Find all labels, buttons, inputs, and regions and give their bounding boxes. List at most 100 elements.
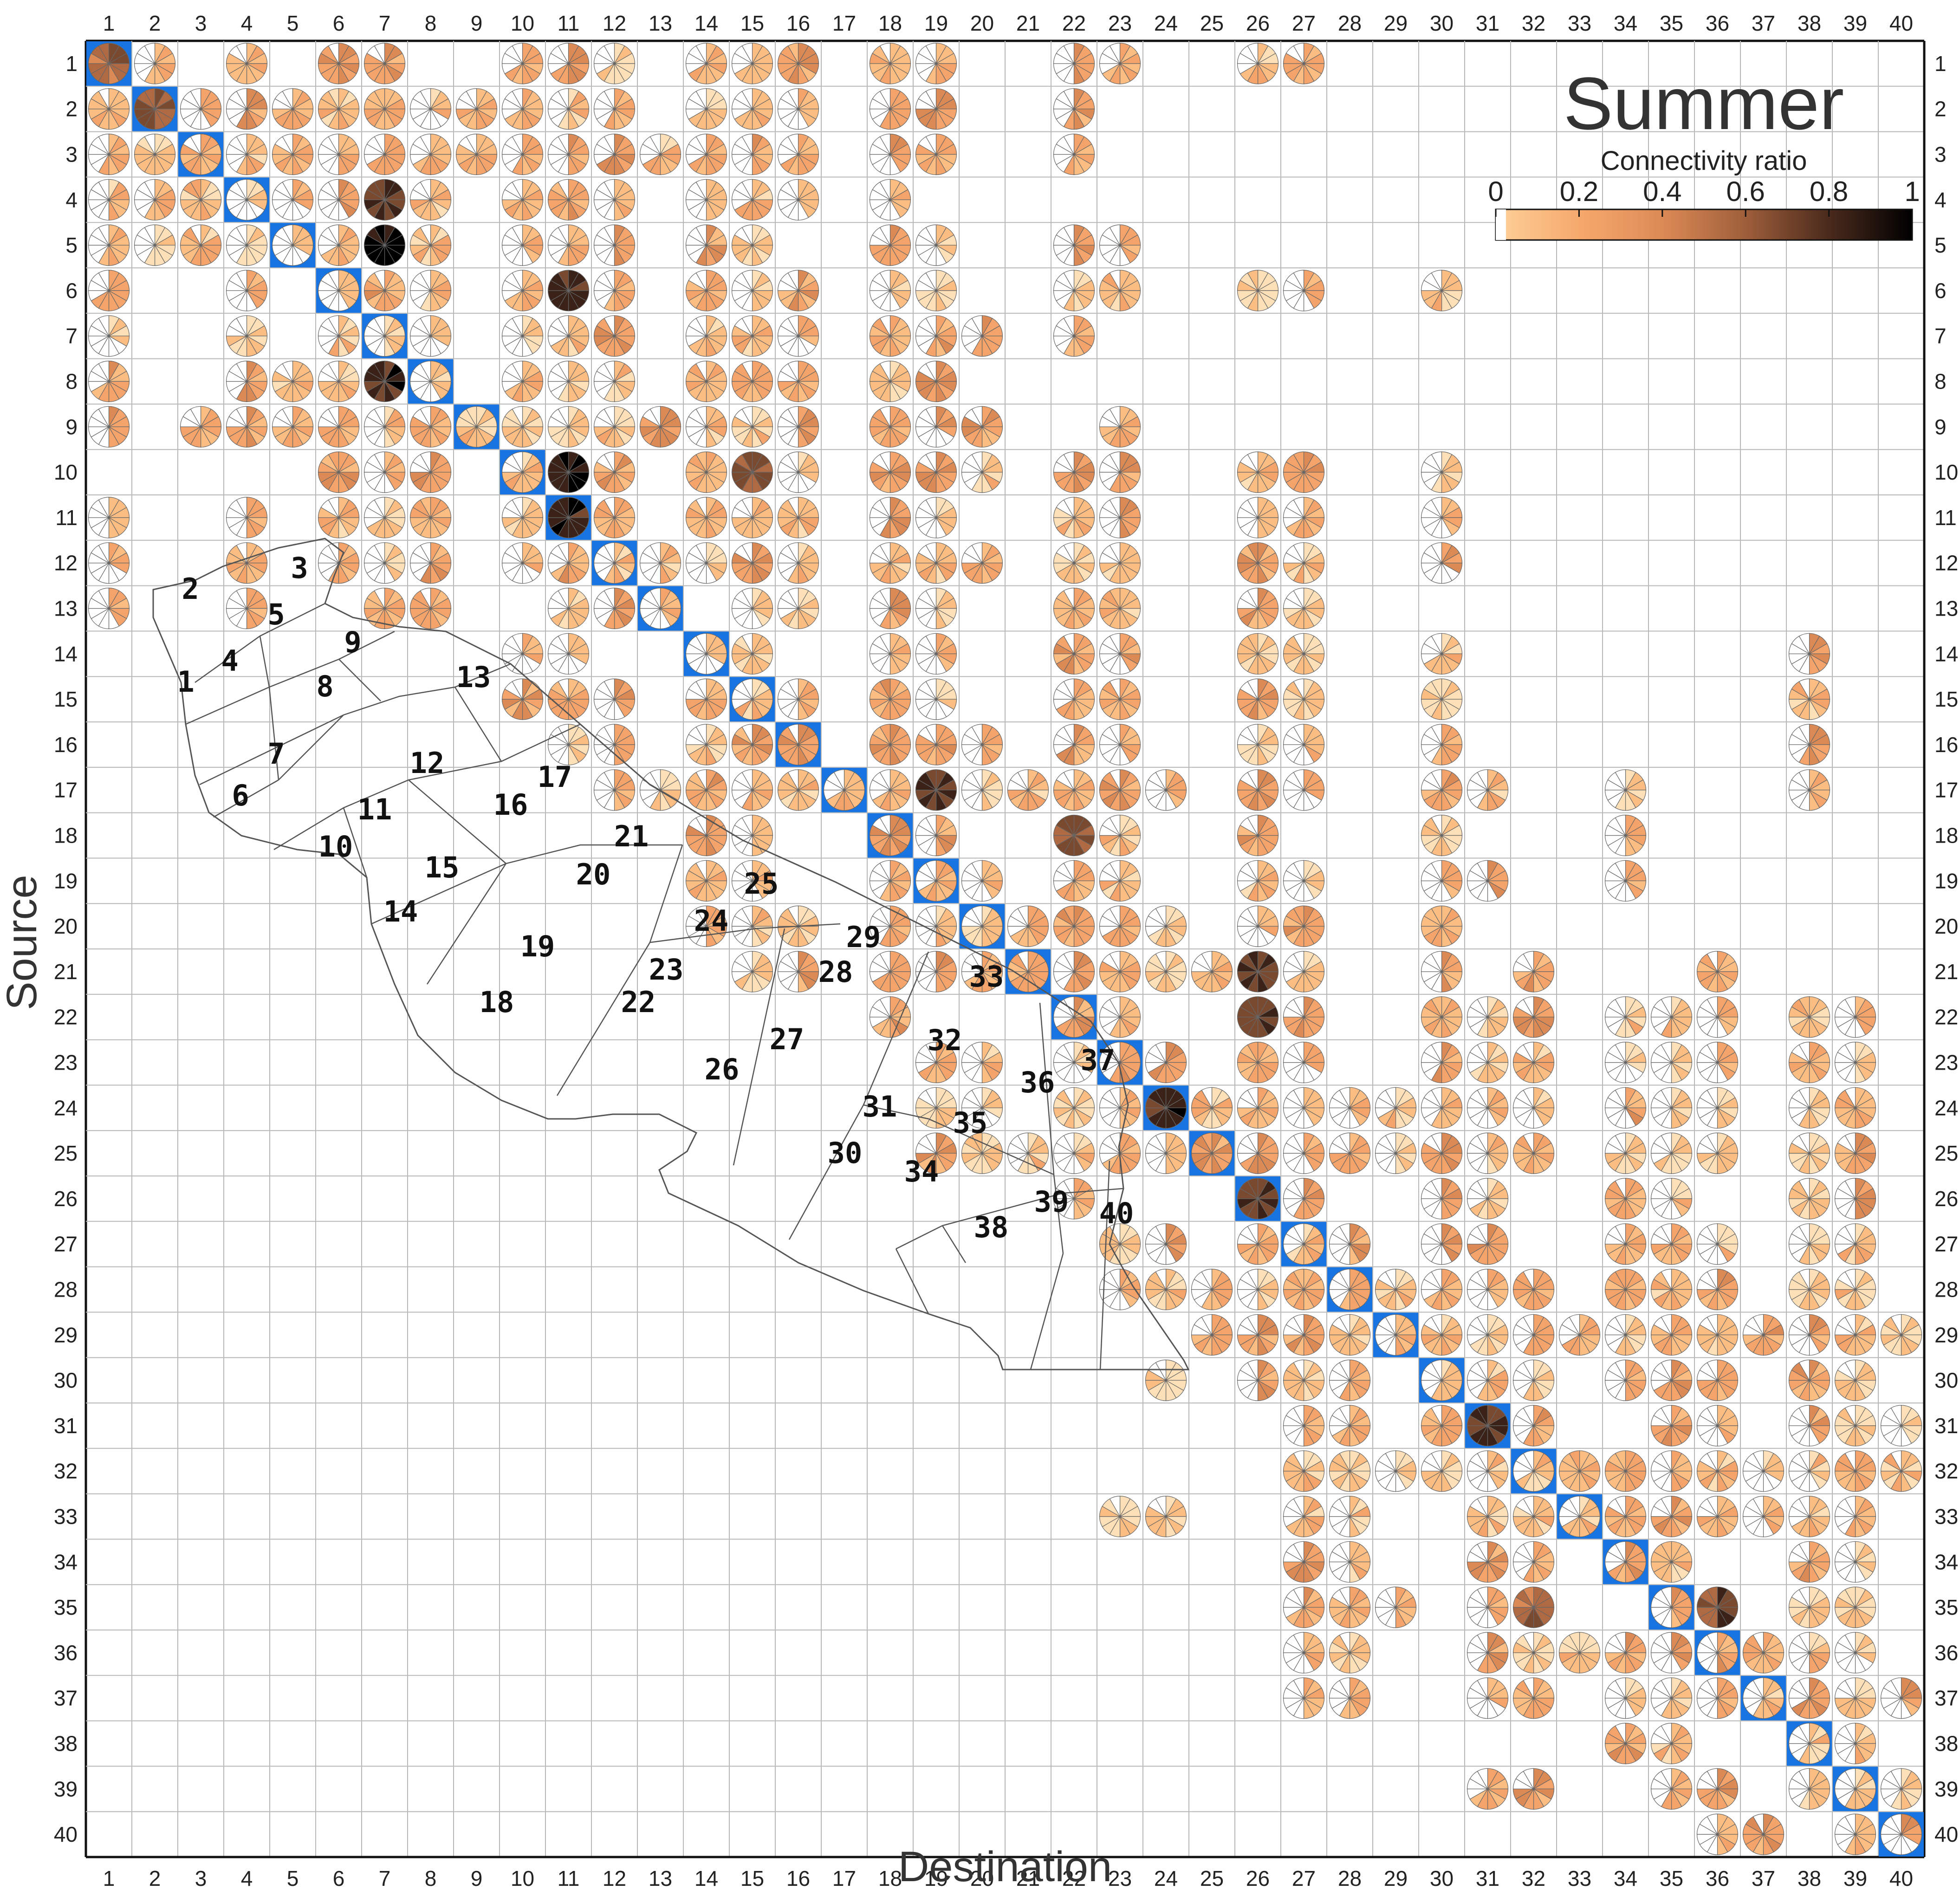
- connectivity-pie: [777, 88, 819, 130]
- connectivity-pie: [593, 179, 636, 221]
- connectivity-pie: [272, 406, 314, 448]
- connectivity-pie: [1788, 633, 1830, 675]
- connectivity-pie: [1421, 270, 1463, 312]
- connectivity-pie: [88, 43, 130, 84]
- connectivity-pie: [777, 315, 819, 357]
- connectivity-pie: [1329, 1087, 1371, 1129]
- connectivity-pie: [1053, 814, 1095, 857]
- connectivity-pie: [501, 497, 544, 539]
- connectivity-pie: [547, 133, 590, 175]
- connectivity-pie: [318, 497, 360, 539]
- connectivity-pie: [409, 88, 452, 130]
- connectivity-pie: [88, 497, 130, 539]
- connectivity-pie: [731, 951, 773, 993]
- connectivity-pie: [869, 270, 911, 312]
- connectivity-pie: [1145, 905, 1187, 947]
- connectivity-pie: [869, 814, 911, 857]
- connectivity-pie: [1053, 497, 1095, 539]
- connectivity-pie: [1604, 814, 1647, 857]
- connectivity-pie: [1099, 951, 1141, 993]
- connectivity-pie: [685, 270, 727, 312]
- connectivity-pie: [1421, 678, 1463, 720]
- connectivity-pie: [869, 497, 911, 539]
- connectivity-pie: [961, 724, 1003, 766]
- connectivity-pie: [363, 451, 406, 493]
- connectivity-pie: [318, 315, 360, 357]
- connectivity-pie: [961, 905, 1003, 947]
- connectivity-pie: [639, 587, 681, 630]
- connectivity-pie: [1007, 769, 1049, 811]
- connectivity-pie: [1053, 587, 1095, 630]
- connectivity-pie: [1512, 996, 1555, 1038]
- connectivity-pie: [685, 315, 727, 357]
- connectivity-pie: [777, 179, 819, 221]
- pie-wedge: [190, 88, 201, 110]
- connectivity-pie: [1099, 587, 1141, 630]
- connectivity-pie: [869, 315, 911, 357]
- connectivity-pie: [134, 43, 176, 84]
- connectivity-pie: [455, 133, 498, 175]
- connectivity-pie: [363, 133, 406, 175]
- connectivity-pie: [731, 769, 773, 811]
- connectivity-pie: [685, 769, 727, 811]
- connectivity-pie: [1421, 724, 1463, 766]
- connectivity-pie: [363, 587, 406, 630]
- connectivity-pie: [1053, 724, 1095, 766]
- connectivity-pie: [1053, 860, 1095, 902]
- connectivity-pie: [915, 88, 957, 130]
- connectivity-pie: [731, 133, 773, 175]
- connectivity-pie: [1788, 678, 1830, 720]
- connectivity-pie: [1237, 1087, 1279, 1129]
- connectivity-pie: [593, 88, 636, 130]
- connectivity-pie: [1237, 678, 1279, 720]
- connectivity-pie: [501, 542, 544, 584]
- connectivity-pie: [593, 724, 636, 766]
- connectivity-pie: [501, 179, 544, 221]
- connectivity-pie: [731, 814, 773, 857]
- connectivity-pie: [1788, 769, 1830, 811]
- connectivity-pie: [1788, 724, 1830, 766]
- connectivity-pie: [501, 633, 544, 675]
- connectivity-pie: [1099, 996, 1141, 1038]
- connectivity-pie: [88, 133, 130, 175]
- connectivity-pie: [272, 360, 314, 403]
- connectivity-pie: [409, 270, 452, 312]
- connectivity-pie: [1237, 814, 1279, 857]
- connectivity-pie: [1467, 769, 1509, 811]
- connectivity-pie: [501, 224, 544, 266]
- connectivity-pie: [272, 88, 314, 130]
- connectivity-pie: [318, 88, 360, 130]
- matrix-grid: [84, 39, 1926, 1858]
- connectivity-pie: [1237, 497, 1279, 539]
- connectivity-pie: [777, 406, 819, 448]
- connectivity-pie: [869, 542, 911, 584]
- connectivity-pie: [593, 360, 636, 403]
- pie-wedge: [236, 43, 247, 65]
- connectivity-pie: [777, 678, 819, 720]
- connectivity-pie: [1604, 860, 1647, 902]
- connectivity-pie: [501, 406, 544, 448]
- connectivity-pie: [1650, 1087, 1693, 1129]
- connectivity-pie: [409, 497, 452, 539]
- pie-wedge: [879, 43, 891, 65]
- connectivity-pie: [869, 769, 911, 811]
- connectivity-pie: [88, 406, 130, 448]
- connectivity-pie: [1099, 497, 1141, 539]
- connectivity-pie: [869, 678, 911, 720]
- connectivity-pie: [1375, 1087, 1417, 1129]
- connectivity-pie: [1099, 724, 1141, 766]
- connectivity-pie: [1834, 1041, 1876, 1084]
- connectivity-pie: [409, 224, 452, 266]
- connectivity-pie: [1237, 633, 1279, 675]
- connectivity-pie: [1053, 133, 1095, 175]
- connectivity-pie: [1283, 860, 1325, 902]
- connectivity-pie: [1650, 996, 1693, 1038]
- connectivity-pie: [547, 43, 590, 84]
- connectivity-pie: [1191, 1087, 1233, 1129]
- connectivity-pie: [318, 224, 360, 266]
- connectivity-pie: [777, 542, 819, 584]
- connectivity-pie: [1145, 1041, 1187, 1084]
- connectivity-pie: [88, 224, 130, 266]
- connectivity-pie: [961, 542, 1003, 584]
